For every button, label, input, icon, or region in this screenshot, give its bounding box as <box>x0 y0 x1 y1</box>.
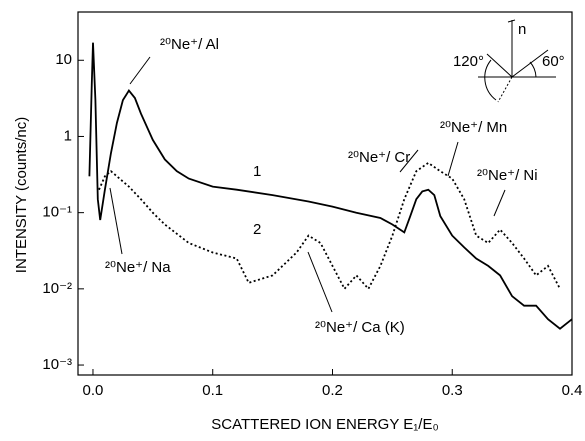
y-tick-label: 1 <box>64 127 72 144</box>
arrow <box>129 56 151 85</box>
x-tick-label: 0.0 <box>83 382 104 399</box>
x-tick-label: 0.2 <box>322 382 343 399</box>
ray <box>497 76 513 103</box>
inset: n 120° 60° <box>453 19 565 103</box>
arrow <box>307 251 333 313</box>
x-tick-label: 0.3 <box>442 382 463 399</box>
y-axis-title: INTENSITY (counts/nc) <box>13 117 30 273</box>
angle-arc <box>484 59 497 101</box>
inset-label: n <box>518 21 526 38</box>
arrow <box>493 189 506 217</box>
ray <box>486 53 513 78</box>
series-label: 1 <box>253 163 261 180</box>
series-label: 2 <box>253 221 261 238</box>
ray <box>511 49 549 78</box>
y-tick-label: 10⁻³ <box>42 356 72 373</box>
annotation: ²⁰Ne⁺/ Mn <box>440 119 507 136</box>
angle-arc <box>529 61 537 78</box>
arrow <box>109 187 123 255</box>
y-tick-label: 10⁻² <box>42 280 72 297</box>
inset-label: 120° <box>453 53 484 70</box>
inset-label: 60° <box>542 53 565 70</box>
x-tick-label: 0.4 <box>562 382 583 399</box>
annotation: ²⁰Ne⁺/ Cr <box>348 149 410 166</box>
annotation: ²⁰Ne⁺/ Na <box>105 259 171 276</box>
x-tick-label: 0.1 <box>202 382 223 399</box>
x-axis-title: SCATTERED ION ENERGY E₁/E₀ <box>211 416 438 433</box>
arrow-head <box>507 19 516 23</box>
y-tick-label: 10⁻¹ <box>42 204 72 221</box>
annotation: ²⁰Ne⁺/ Ni <box>477 167 538 184</box>
arrow <box>399 149 419 173</box>
annotation: ²⁰Ne⁺/ Al <box>160 36 219 53</box>
plot-frame <box>77 11 573 376</box>
annotation: ²⁰Ne⁺/ Ca (K) <box>315 319 405 336</box>
y-tick-label: 10 <box>55 51 72 68</box>
arrow <box>447 141 459 177</box>
series-line <box>88 42 573 330</box>
